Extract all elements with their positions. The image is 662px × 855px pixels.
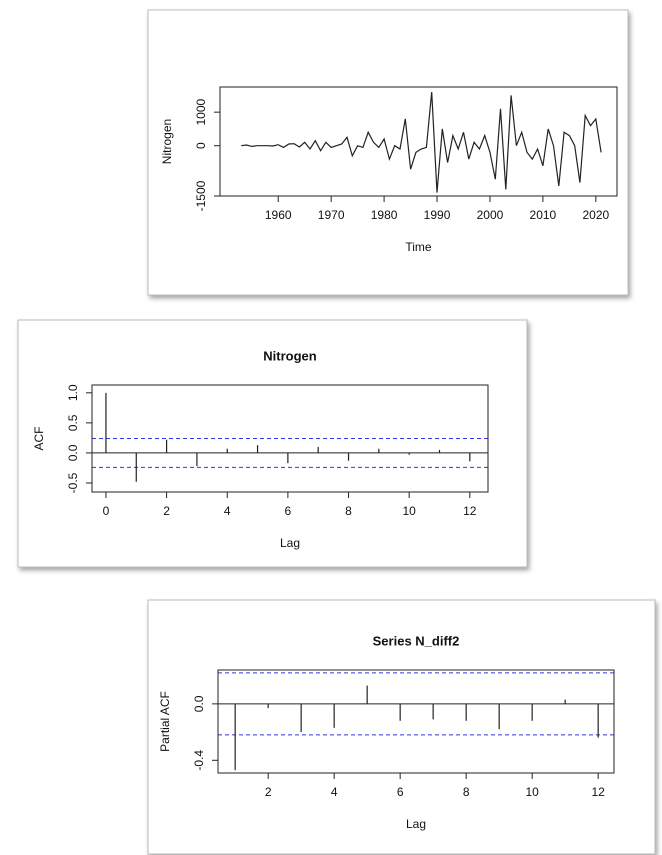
x-tick-label: 12 xyxy=(463,504,477,518)
chart-title: Series N_diff2 xyxy=(373,633,460,648)
x-tick-label: 12 xyxy=(591,785,605,799)
x-tick-label: 1960 xyxy=(265,208,292,222)
x-tick-label: 2010 xyxy=(530,208,557,222)
x-tick-label: 2000 xyxy=(477,208,504,222)
plot-frame xyxy=(217,669,615,774)
y-axis-label: ACF xyxy=(32,427,46,451)
x-tick-label: 1980 xyxy=(371,208,398,222)
x-tick-label: 6 xyxy=(285,504,292,518)
y-tick-label: 0 xyxy=(194,142,208,149)
x-axis-label: Lag xyxy=(406,817,426,831)
y-tick-label: 0.0 xyxy=(192,695,206,712)
x-tick-label: 4 xyxy=(331,785,338,799)
chart-title: Nitrogen xyxy=(263,348,317,363)
y-tick-label: -0.5 xyxy=(66,472,80,493)
x-tick-label: 8 xyxy=(463,785,470,799)
x-tick-label: 2020 xyxy=(582,208,609,222)
y-tick-label: 1000 xyxy=(194,98,208,125)
x-tick-label: 8 xyxy=(345,504,352,518)
x-tick-label: 2 xyxy=(265,785,272,799)
y-axis-label: Partial ACF xyxy=(158,691,172,752)
plot-frame xyxy=(219,86,618,197)
y-tick-label: -0.4 xyxy=(192,750,206,771)
panel xyxy=(147,599,656,855)
plot-frame xyxy=(91,384,489,493)
y-tick-label: -1500 xyxy=(194,180,208,211)
x-axis-label: Lag xyxy=(280,536,300,550)
x-tick-label: 0 xyxy=(103,504,110,518)
y-axis-label: Nitrogen xyxy=(160,119,174,164)
panel xyxy=(17,319,528,568)
x-tick-label: 10 xyxy=(402,504,416,518)
x-tick-label: 4 xyxy=(224,504,231,518)
y-tick-label: 0.5 xyxy=(66,414,80,431)
y-tick-label: 0.0 xyxy=(66,444,80,461)
x-tick-label: 10 xyxy=(525,785,539,799)
x-axis-label: Time xyxy=(405,240,432,254)
x-tick-label: 6 xyxy=(397,785,404,799)
x-tick-label: 2 xyxy=(163,504,170,518)
series-line xyxy=(241,91,602,193)
x-tick-label: 1970 xyxy=(318,208,345,222)
x-tick-label: 1990 xyxy=(424,208,451,222)
y-tick-label: 1.0 xyxy=(66,384,80,401)
